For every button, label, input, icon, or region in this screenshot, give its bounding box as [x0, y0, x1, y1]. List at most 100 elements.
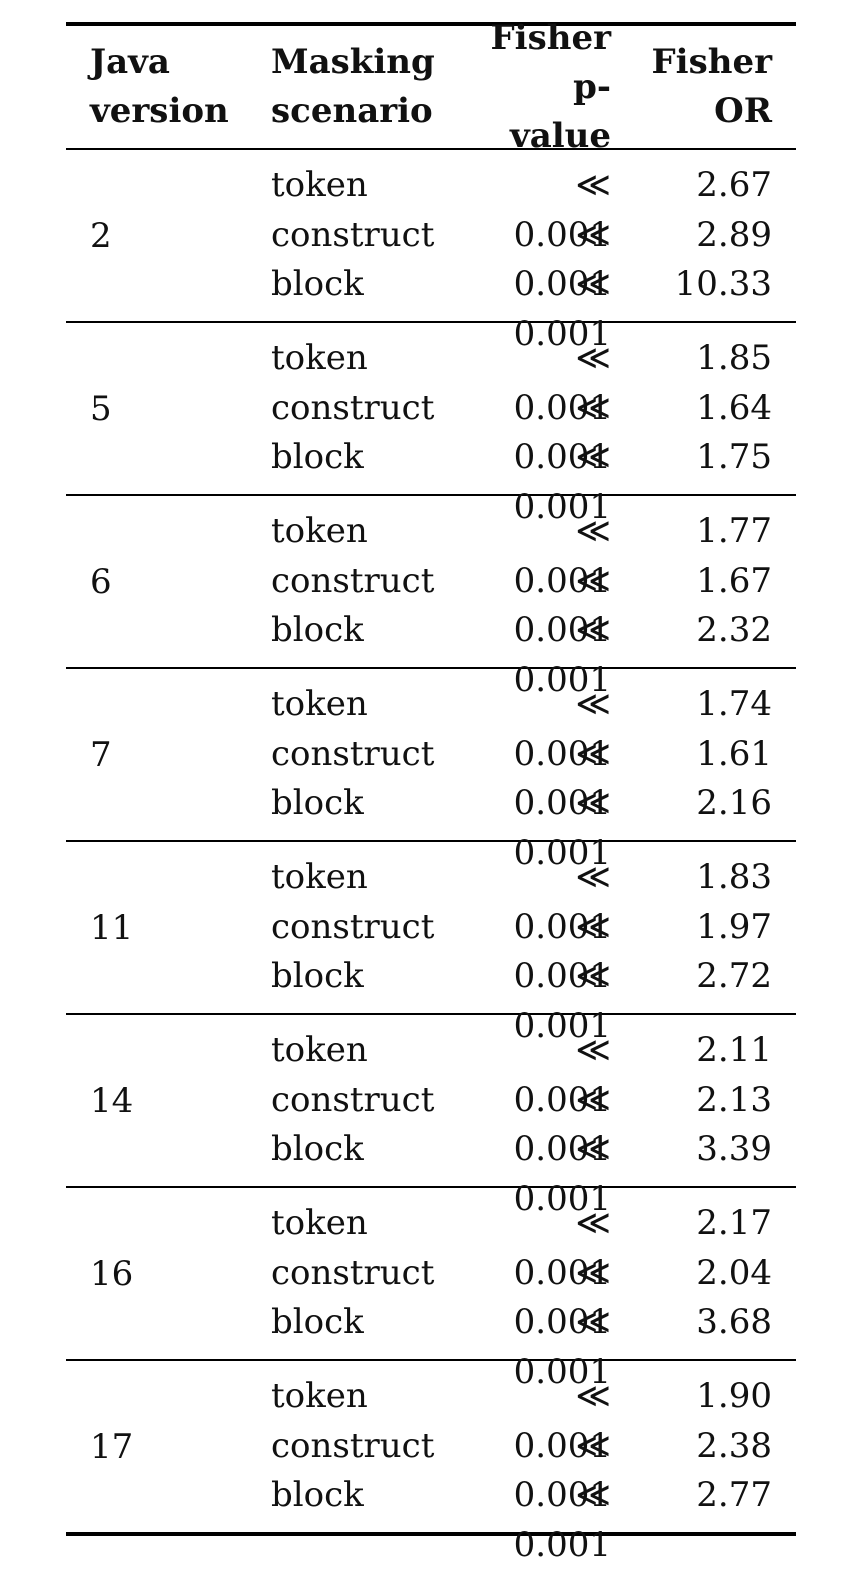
table-row: token ≪ 0.001 1.74	[271, 680, 796, 774]
fisher-or-cell: 2.67	[696, 165, 772, 206]
masking-scenario-cell: token	[271, 165, 368, 206]
fisher-or-cell: 2.04	[696, 1252, 772, 1293]
table-row: construct ≪ 0.001 1.61	[271, 730, 796, 824]
java-version-cell: 2	[90, 215, 112, 256]
masking-scenario-cell: block	[271, 437, 364, 478]
fisher-pvalue-cell: ≪ 0.001	[513, 338, 611, 428]
table-row: block ≪ 0.001 2.16	[271, 779, 796, 873]
fisher-pvalue-cell: ≪ 0.001	[513, 1425, 611, 1516]
masking-scenario-cell: block	[271, 264, 364, 305]
fisher-or-cell: 3.68	[696, 1302, 772, 1343]
table-row: block ≪ 0.001 2.72	[271, 952, 796, 1046]
masking-scenario-cell: construct	[271, 214, 435, 255]
masking-scenario-cell: token	[271, 338, 368, 379]
masking-scenario-cell: token	[271, 511, 368, 552]
masking-scenario-cell: token	[271, 1203, 368, 1244]
table-row: construct ≪ 0.001 2.13	[271, 1076, 796, 1170]
top-rule	[66, 22, 796, 26]
masking-scenario-cell: block	[271, 1302, 364, 1343]
fisher-or-cell: 1.67	[696, 560, 772, 601]
masking-scenario-cell: construct	[271, 733, 435, 774]
scenario-rows: token ≪ 0.001 1.90 construct ≪ 0.001 2.38 bloc…	[271, 1372, 796, 1565]
table-row: construct ≪ 0.001 1.97	[271, 903, 796, 997]
fisher-pvalue-cell: ≪ 0.001	[513, 684, 611, 774]
fisher-pvalue-cell: ≪ 0.001	[513, 1475, 611, 1565]
fisher-pvalue-cell: ≪ 0.001	[513, 733, 611, 824]
java-version-cell: 5	[90, 388, 112, 429]
fisher-pvalue-cell: ≪ 0.001	[513, 956, 611, 1046]
fisher-pvalue-cell: ≪ 0.001	[513, 1376, 611, 1466]
fisher-or-cell: 2.77	[696, 1475, 772, 1516]
table-row: token ≪ 0.001 1.77	[271, 507, 796, 601]
fisher-pvalue-cell: ≪ 0.001	[513, 437, 611, 527]
fisher-pvalue-cell: ≪ 0.001	[513, 511, 611, 601]
java-version-cell: 17	[90, 1426, 134, 1467]
header-masking-scenario: Masking scenario	[271, 42, 435, 131]
masking-scenario-cell: construct	[271, 1252, 435, 1293]
version-group: 2 token ≪ 0.001 2.67 construct ≪ 0.001 2.89 blo…	[66, 150, 796, 354]
fisher-pvalue-cell: ≪ 0.001	[513, 1252, 611, 1343]
table-row: token ≪ 0.001 1.83	[271, 853, 796, 947]
table-row: block ≪ 0.001 10.33	[271, 260, 796, 354]
fisher-pvalue-cell: ≪ 0.001	[513, 1203, 611, 1293]
fisher-pvalue-cell: ≪ 0.001	[513, 1302, 611, 1392]
fisher-or-cell: 1.64	[696, 387, 772, 428]
fisher-or-cell: 2.89	[696, 214, 772, 255]
fisher-or-cell: 1.61	[696, 733, 772, 774]
fisher-pvalue-cell: ≪ 0.001	[513, 387, 611, 478]
group-rule	[66, 1359, 796, 1361]
table-row: token ≪ 0.001 1.90	[271, 1372, 796, 1466]
version-group: 7 token ≪ 0.001 1.74 construct ≪ 0.001 1.61 blo…	[66, 669, 796, 873]
group-rule	[66, 840, 796, 842]
fisher-pvalue-cell: ≪ 0.001	[513, 165, 611, 255]
group-rule	[66, 667, 796, 669]
version-group: 17 token ≪ 0.001 1.90 construct ≪ 0.001 2.38 bl…	[66, 1361, 796, 1565]
table-row: construct ≪ 0.001 2.38	[271, 1422, 796, 1516]
fisher-or-cell: 2.32	[696, 610, 772, 651]
masking-scenario-cell: construct	[271, 1079, 435, 1120]
table-row: token ≪ 0.001 1.85	[271, 334, 796, 428]
scenario-rows: token ≪ 0.001 2.67 construct ≪ 0.001 2.89 bloc…	[271, 161, 796, 354]
masking-scenario-cell: block	[271, 1475, 364, 1516]
table-row: construct ≪ 0.001 1.64	[271, 384, 796, 478]
java-version-cell: 14	[90, 1080, 134, 1121]
java-version-cell: 16	[90, 1253, 134, 1294]
header-java-version: Java version	[90, 42, 229, 131]
table-row: block ≪ 0.001 3.68	[271, 1298, 796, 1392]
fisher-pvalue-cell: ≪ 0.001	[513, 906, 611, 997]
fisher-or-cell: 1.83	[696, 857, 772, 898]
scenario-rows: token ≪ 0.001 1.77 construct ≪ 0.001 1.67 bloc…	[271, 507, 796, 700]
table-row: token ≪ 0.001 2.11	[271, 1026, 796, 1120]
header-fisher-or: Fisher OR	[651, 42, 772, 131]
fisher-or-cell: 1.75	[696, 437, 772, 478]
table-row: construct ≪ 0.001 2.04	[271, 1249, 796, 1343]
fisher-pvalue-cell: ≪ 0.001	[513, 1030, 611, 1120]
version-group: 16 token ≪ 0.001 2.17 construct ≪ 0.001 2.04 bl…	[66, 1188, 796, 1392]
fisher-pvalue-cell: ≪ 0.001	[513, 610, 611, 700]
masking-scenario-cell: construct	[271, 1425, 435, 1466]
fisher-or-cell: 2.16	[696, 783, 772, 824]
fisher-pvalue-cell: ≪ 0.001	[513, 214, 611, 305]
fisher-pvalue-cell: ≪ 0.001	[513, 1129, 611, 1219]
table-row: construct ≪ 0.001 1.67	[271, 557, 796, 651]
group-rule	[66, 494, 796, 496]
group-rule	[66, 1186, 796, 1188]
scenario-rows: token ≪ 0.001 1.74 construct ≪ 0.001 1.61 bloc…	[271, 680, 796, 873]
fisher-or-cell: 1.77	[696, 511, 772, 552]
fisher-or-cell: 10.33	[674, 264, 772, 305]
group-rule	[66, 1013, 796, 1015]
header-rule	[66, 148, 796, 150]
table-row: block ≪ 0.001 2.32	[271, 606, 796, 700]
header-fisher-pvalue: Fisher p-value	[490, 17, 611, 156]
fisher-or-cell: 2.72	[696, 956, 772, 997]
fisher-or-cell: 1.74	[696, 684, 772, 725]
scenario-rows: token ≪ 0.001 1.83 construct ≪ 0.001 1.97 bloc…	[271, 853, 796, 1046]
table-row: block ≪ 0.001 2.77	[271, 1471, 796, 1565]
version-group: 14 token ≪ 0.001 2.11 construct ≪ 0.001 2.13 bl…	[66, 1015, 796, 1219]
bottom-rule	[66, 1532, 796, 1536]
fisher-or-cell: 2.13	[696, 1079, 772, 1120]
fisher-pvalue-cell: ≪ 0.001	[513, 264, 611, 354]
java-version-cell: 11	[90, 907, 134, 948]
group-rule	[66, 321, 796, 323]
fisher-or-cell: 2.11	[696, 1030, 772, 1071]
